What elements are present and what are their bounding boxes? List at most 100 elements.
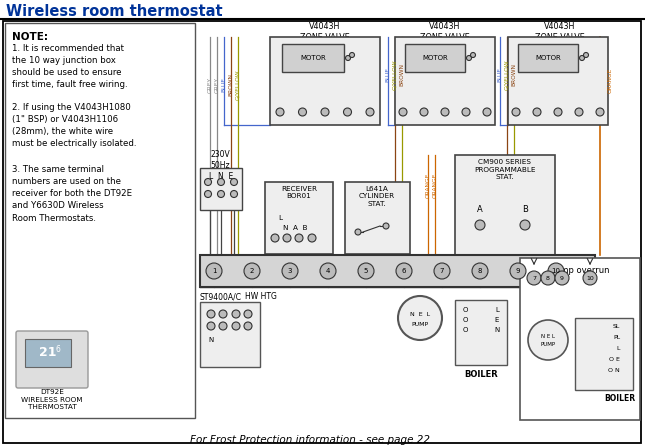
Circle shape bbox=[320, 263, 336, 279]
Text: Pump overrun: Pump overrun bbox=[550, 266, 610, 275]
Circle shape bbox=[217, 190, 224, 198]
Circle shape bbox=[283, 234, 291, 242]
Circle shape bbox=[207, 322, 215, 330]
Circle shape bbox=[204, 178, 212, 186]
Text: NOTE:: NOTE: bbox=[12, 32, 48, 42]
Text: 1: 1 bbox=[212, 268, 216, 274]
Circle shape bbox=[350, 52, 355, 58]
Circle shape bbox=[204, 190, 212, 198]
Bar bbox=[518, 44, 578, 72]
Text: 3: 3 bbox=[288, 268, 292, 274]
Circle shape bbox=[470, 52, 475, 58]
Text: DT92E
WIRELESS ROOM
THERMOSTAT: DT92E WIRELESS ROOM THERMOSTAT bbox=[21, 389, 83, 410]
Text: B: B bbox=[522, 206, 528, 215]
Circle shape bbox=[584, 52, 588, 58]
Circle shape bbox=[583, 271, 597, 285]
Bar bbox=[520, 258, 640, 420]
Circle shape bbox=[527, 271, 541, 285]
Circle shape bbox=[295, 234, 303, 242]
Circle shape bbox=[206, 263, 222, 279]
Text: BOILER: BOILER bbox=[464, 370, 498, 379]
Circle shape bbox=[420, 108, 428, 116]
Text: 2: 2 bbox=[250, 268, 254, 274]
Bar bbox=[405, 44, 465, 72]
Circle shape bbox=[244, 322, 252, 330]
Text: N  E  L: N E L bbox=[410, 312, 430, 316]
Text: MOTOR: MOTOR bbox=[422, 55, 448, 61]
Bar bbox=[270, 37, 380, 125]
Bar bbox=[455, 155, 555, 255]
Circle shape bbox=[472, 263, 488, 279]
Circle shape bbox=[244, 310, 252, 318]
Circle shape bbox=[398, 296, 442, 340]
Circle shape bbox=[207, 310, 215, 318]
Text: SL: SL bbox=[613, 324, 620, 329]
Circle shape bbox=[528, 320, 568, 360]
Circle shape bbox=[520, 220, 530, 230]
Text: PL: PL bbox=[613, 335, 620, 340]
Text: 10: 10 bbox=[551, 268, 561, 274]
Circle shape bbox=[232, 322, 240, 330]
Circle shape bbox=[232, 310, 240, 318]
Text: MOTOR: MOTOR bbox=[300, 55, 326, 61]
Circle shape bbox=[533, 108, 541, 116]
Text: V4043H
ZONE VALVE
HTG2: V4043H ZONE VALVE HTG2 bbox=[535, 22, 585, 52]
Text: ST9400A/C: ST9400A/C bbox=[200, 292, 242, 301]
Text: 7: 7 bbox=[532, 275, 536, 281]
Text: N E L: N E L bbox=[541, 333, 555, 338]
Circle shape bbox=[466, 55, 471, 60]
Text: L  N  E: L N E bbox=[209, 172, 233, 181]
Text: L: L bbox=[617, 346, 620, 351]
Text: BROWN: BROWN bbox=[228, 73, 233, 97]
Text: 6: 6 bbox=[56, 346, 61, 354]
Circle shape bbox=[510, 263, 526, 279]
Circle shape bbox=[541, 271, 555, 285]
Circle shape bbox=[441, 108, 449, 116]
Text: O: O bbox=[462, 327, 468, 333]
Text: GREY: GREY bbox=[215, 77, 219, 93]
Text: ORANGE: ORANGE bbox=[426, 172, 430, 198]
Text: 3. The same terminal
numbers are used on the
receiver for both the DT92E
and Y66: 3. The same terminal numbers are used on… bbox=[12, 165, 132, 223]
Circle shape bbox=[366, 108, 374, 116]
Text: 10: 10 bbox=[586, 275, 594, 281]
Bar bbox=[575, 318, 633, 390]
Bar bbox=[200, 255, 595, 287]
Circle shape bbox=[344, 108, 352, 116]
Circle shape bbox=[271, 234, 279, 242]
Text: 230V
50Hz
3A RATED: 230V 50Hz 3A RATED bbox=[201, 150, 239, 181]
Text: GREY: GREY bbox=[208, 77, 212, 93]
Bar bbox=[455, 300, 507, 365]
Text: BOILER: BOILER bbox=[604, 394, 635, 403]
Circle shape bbox=[434, 263, 450, 279]
Circle shape bbox=[483, 108, 491, 116]
Text: HW HTG: HW HTG bbox=[245, 292, 277, 301]
Circle shape bbox=[299, 108, 306, 116]
Bar bbox=[282, 44, 344, 72]
Circle shape bbox=[554, 108, 562, 116]
Circle shape bbox=[399, 108, 407, 116]
Text: BROWN: BROWN bbox=[511, 63, 517, 87]
Bar bbox=[508, 37, 608, 125]
Text: 4: 4 bbox=[326, 268, 330, 274]
Circle shape bbox=[219, 310, 227, 318]
Text: L: L bbox=[278, 215, 282, 221]
Bar bbox=[345, 182, 410, 254]
Circle shape bbox=[346, 55, 350, 60]
Circle shape bbox=[308, 234, 316, 242]
Text: N: N bbox=[208, 337, 213, 343]
Circle shape bbox=[358, 263, 374, 279]
Text: O: O bbox=[462, 307, 468, 313]
Text: N: N bbox=[494, 327, 500, 333]
Text: 21: 21 bbox=[39, 346, 57, 359]
Text: 8: 8 bbox=[546, 275, 550, 281]
Circle shape bbox=[217, 178, 224, 186]
Circle shape bbox=[321, 108, 329, 116]
Text: For Frost Protection information - see page 22: For Frost Protection information - see p… bbox=[190, 435, 430, 445]
Circle shape bbox=[579, 55, 584, 60]
Text: 9: 9 bbox=[560, 275, 564, 281]
Text: O N: O N bbox=[608, 368, 620, 373]
Circle shape bbox=[596, 108, 604, 116]
Text: PUMP: PUMP bbox=[541, 342, 555, 347]
Bar bbox=[200, 168, 242, 210]
Text: G/YELLOW: G/YELLOW bbox=[504, 60, 510, 90]
